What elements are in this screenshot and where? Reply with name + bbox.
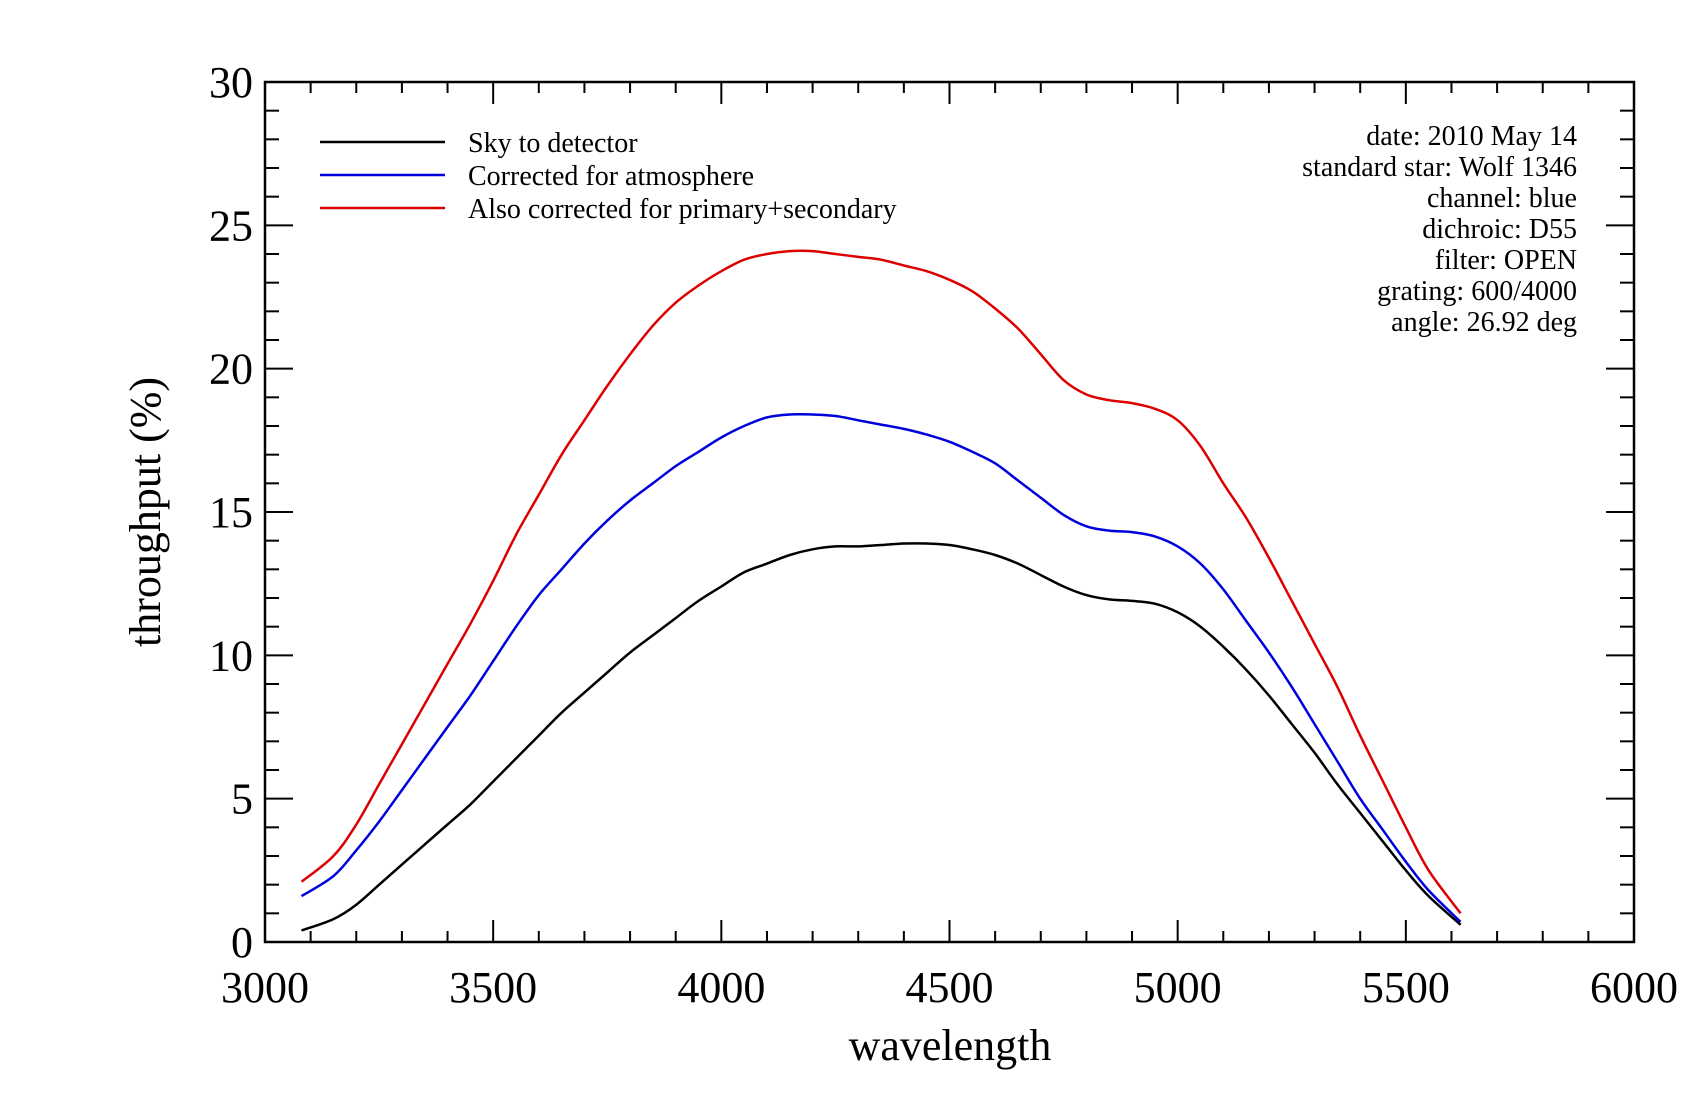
y-axis-tick-labels: 0 5 10 15 20 25 30 [209,58,253,967]
x-tick-label: 3000 [221,963,309,1012]
series-line-2 [300,413,1462,923]
legend-label: Sky to detector [468,128,638,159]
y-tick-label: 25 [209,201,253,250]
y-tick-label: 10 [209,631,253,680]
legend-label: Also corrected for primary+secondary [468,194,897,225]
legend-label: Corrected for atmosphere [468,161,754,192]
series-line-3 [300,249,1462,915]
info-line: date: 2010 May 14 [1366,121,1577,152]
y-axis-ticks [265,81,1634,943]
info-line: standard star: Wolf 1346 [1302,152,1577,183]
y-tick-label: 30 [209,58,253,107]
info-line: dichroic: D55 [1422,214,1577,245]
y-tick-label: 5 [231,775,253,824]
info-line: channel: blue [1427,183,1577,214]
info-line: angle: 26.92 deg [1391,307,1577,338]
y-tick-label: 0 [231,918,253,967]
x-tick-label: 4000 [677,963,765,1012]
series-line-1 [301,542,1462,932]
x-axis-title: wavelength [849,1021,1052,1070]
y-axis-title: throughput (%) [121,377,170,647]
x-tick-label: 6000 [1590,963,1678,1012]
y-tick-label: 15 [209,488,253,537]
info-line: filter: OPEN [1435,245,1577,276]
series-lines [300,249,1462,932]
x-tick-label: 5000 [1134,963,1222,1012]
x-tick-label: 5500 [1362,963,1450,1012]
y-tick-label: 20 [209,345,253,394]
x-tick-label: 3500 [449,963,537,1012]
x-tick-label: 4500 [906,963,994,1012]
x-axis-ticks [264,82,1635,942]
info-line: grating: 600/4000 [1377,276,1577,307]
x-axis-tick-labels: 3000 3500 4000 4500 5000 5500 6000 [221,963,1678,1012]
